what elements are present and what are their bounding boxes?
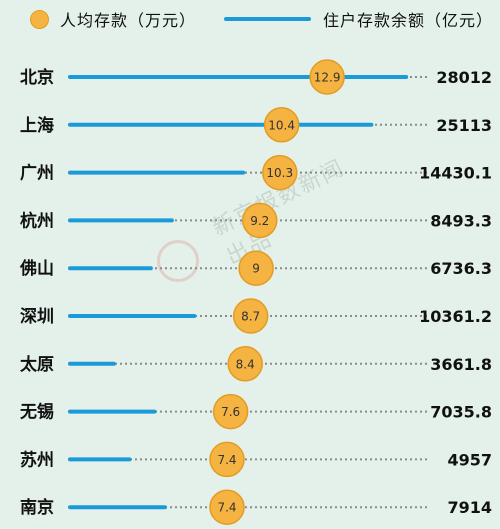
per-capita-dot <box>232 298 269 334</box>
deposit-value: 28012 <box>436 68 492 87</box>
per-capita-dot <box>227 346 263 382</box>
city-label: 北京 <box>20 67 54 88</box>
city-label: 上海 <box>20 115 54 136</box>
city-label: 苏州 <box>20 449 54 470</box>
per-capita-dot <box>209 489 245 525</box>
per-capita-value: 10.4 <box>268 118 295 132</box>
deposit-value: 14430.1 <box>419 164 492 183</box>
deposit-value: 25113 <box>436 116 492 135</box>
city-label: 无锡 <box>19 402 54 423</box>
per-capita-value: 7.6 <box>221 405 240 419</box>
per-capita-dot <box>262 154 298 191</box>
bars <box>68 75 409 510</box>
per-capita-value: 9.2 <box>250 214 269 228</box>
legend-label-per-capita: 人均存款（万元） <box>60 11 197 30</box>
per-capita-value: 7.4 <box>217 453 236 467</box>
per-capita-value: 8.7 <box>241 310 260 324</box>
dotted-lines <box>70 76 430 509</box>
per-capita-value: 8.4 <box>236 357 255 371</box>
deposit-value: 3661.8 <box>430 355 492 374</box>
per-capita-dot <box>238 250 274 286</box>
city-label: 深圳 <box>20 306 54 327</box>
per-capita-value: 9 <box>252 262 260 276</box>
deposit-value: 7035.8 <box>430 403 492 422</box>
legend-dot-icon <box>30 9 49 29</box>
city-label: 佛山 <box>19 258 54 279</box>
legend-label-total-deposits: 住户存款余额（亿元） <box>323 11 494 30</box>
city-label: 南京 <box>20 497 54 518</box>
deposit-value: 6736.3 <box>430 259 492 278</box>
deposit-value: 4957 <box>447 450 492 469</box>
legend: 人均存款（万元） 住户存款余额（亿元） <box>30 6 495 32</box>
per-capita-dot <box>212 393 249 430</box>
deposit-value: 10361.2 <box>419 307 492 326</box>
city-label: 广州 <box>20 163 54 184</box>
legend-line-icon <box>224 17 312 21</box>
dots: 12.9 10.4 10.3 9.2 9 8.7 8.4 7.6 7.4 7.4 <box>209 59 345 525</box>
per-capita-dot <box>263 107 300 143</box>
per-capita-dot <box>242 202 278 239</box>
city-label: 杭州 <box>20 210 54 231</box>
per-capita-dot <box>309 59 345 95</box>
value-labels: 28012 25113 14430.1 8493.3 6736.3 10361.2 3661… <box>419 68 492 517</box>
per-capita-value: 12.9 <box>314 71 341 85</box>
per-capita-value: 10.3 <box>266 166 293 180</box>
per-capita-value: 7.4 <box>217 501 236 515</box>
deposit-value: 7914 <box>447 498 492 517</box>
deposit-value: 8493.3 <box>430 211 492 230</box>
per-capita-dot <box>209 441 245 478</box>
city-label: 太原 <box>20 354 54 375</box>
